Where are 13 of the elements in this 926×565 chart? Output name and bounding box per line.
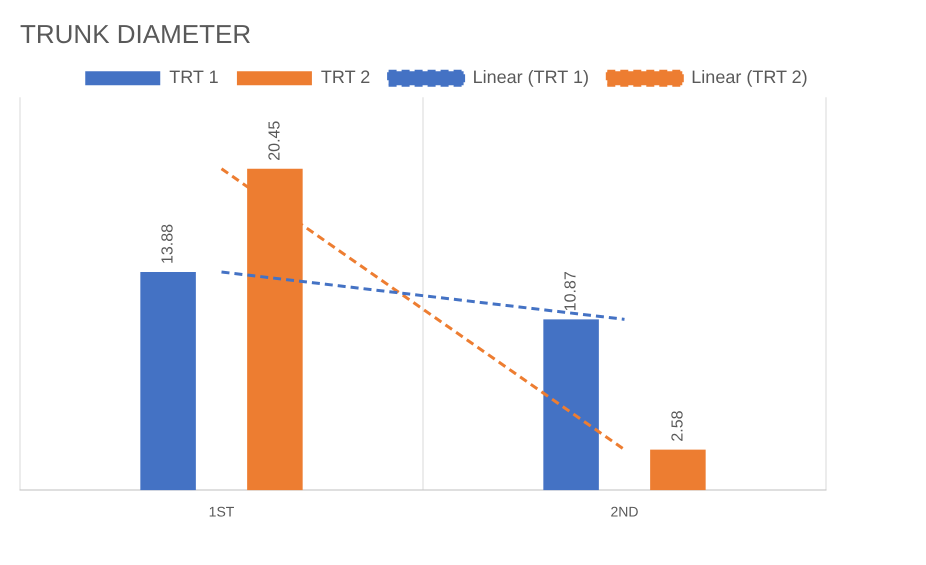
data-label: 2.58 (669, 410, 686, 442)
legend-label: Linear (TRT 2) (691, 67, 808, 88)
bar (650, 450, 706, 490)
data-label: 13.88 (160, 224, 177, 264)
data-label: 10.87 (562, 271, 580, 312)
x-tick-label: 1ST (208, 503, 235, 520)
legend-label: TRT 1 (169, 67, 219, 88)
data-label: 20.45 (266, 120, 284, 161)
bar (140, 272, 196, 490)
x-tick-label: 2ND (610, 503, 639, 520)
legend-label: TRT 2 (320, 67, 370, 88)
legend-label: Linear (TRT 1) (472, 67, 589, 88)
chart-title: TRUNK DIAMETER (20, 18, 252, 49)
